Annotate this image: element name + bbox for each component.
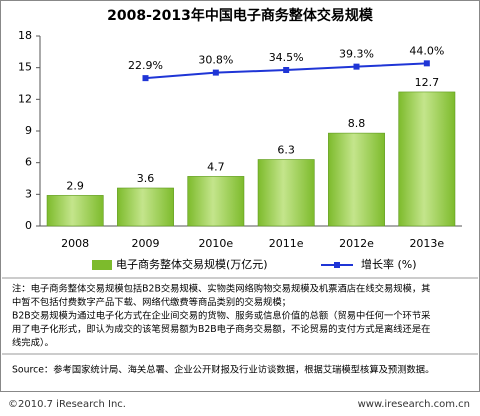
data-label: 8.8 xyxy=(348,117,366,130)
data-label: 6.3 xyxy=(277,144,295,157)
legend-swatch xyxy=(334,262,340,268)
data-label: 22.9% xyxy=(128,59,163,72)
data-label: 2.9 xyxy=(66,179,84,192)
y-tick-label: 3 xyxy=(25,187,32,200)
line-marker xyxy=(142,75,149,82)
note: B2B交易规模为通过电子化方式在企业间交易的货物、服务或信息价值的总额（贸易中任… xyxy=(12,310,430,322)
y-tick-label: 12 xyxy=(18,92,32,105)
bar xyxy=(257,159,315,227)
data-label: 12.7 xyxy=(415,76,440,89)
y-tick-label: 0 xyxy=(25,219,32,232)
data-label: 34.5% xyxy=(269,51,304,64)
bar xyxy=(187,176,245,227)
data-label: 3.6 xyxy=(137,172,155,185)
note: 用了电子化形式，即认为成交的该笔贸易额为B2B电子商务交易额，不论贸易的支付方式… xyxy=(12,323,430,335)
x-tick-label: 2009 xyxy=(132,237,160,250)
line-marker xyxy=(283,67,290,74)
note: 注：电子商务整体交易规模包括B2B交易规模、实物类网络购物交易规模及机票酒店在线… xyxy=(12,283,430,295)
legend-label: 电子商务整体交易规模(万亿元) xyxy=(116,257,268,271)
note: 中暂不包括付费数字产品下载、网络代缴费等商品类别的交易规模； xyxy=(12,296,291,308)
bar xyxy=(117,187,174,227)
y-tick-label: 18 xyxy=(18,29,32,42)
line-marker xyxy=(212,69,219,76)
source: Source：参考国家统计局、海关总署、企业公开财报及行业访谈数据，根据艾瑞模型… xyxy=(12,364,434,376)
copyright: ©2010.7 iResearch Inc. xyxy=(8,399,126,410)
legend-label: 增长率 (%) xyxy=(361,257,417,271)
y-tick-label: 15 xyxy=(18,61,32,74)
line-marker xyxy=(423,60,430,67)
data-label: 30.8% xyxy=(198,54,233,67)
data-label: 4.7 xyxy=(207,160,225,173)
x-tick-label: 2011e xyxy=(269,237,304,250)
chart-title: 2008-2013年中国电子商务整体交易规模 xyxy=(107,7,374,24)
data-label: 39.3% xyxy=(339,48,374,61)
x-tick-label: 2013e xyxy=(409,237,444,250)
line-marker xyxy=(353,63,360,70)
x-tick-label: 2008 xyxy=(61,237,89,250)
x-tick-label: 2012e xyxy=(339,237,374,250)
y-tick-label: 9 xyxy=(25,124,32,137)
legend-swatch xyxy=(92,260,112,270)
data-label: 44.0% xyxy=(409,44,444,57)
note: 线完成）。 xyxy=(12,337,54,349)
bar xyxy=(398,91,456,227)
x-tick-label: 2010e xyxy=(198,237,233,250)
bar xyxy=(328,132,385,227)
bar xyxy=(46,195,104,227)
website: www.iresearch.com.cn xyxy=(358,399,470,410)
y-tick-label: 6 xyxy=(25,156,32,169)
